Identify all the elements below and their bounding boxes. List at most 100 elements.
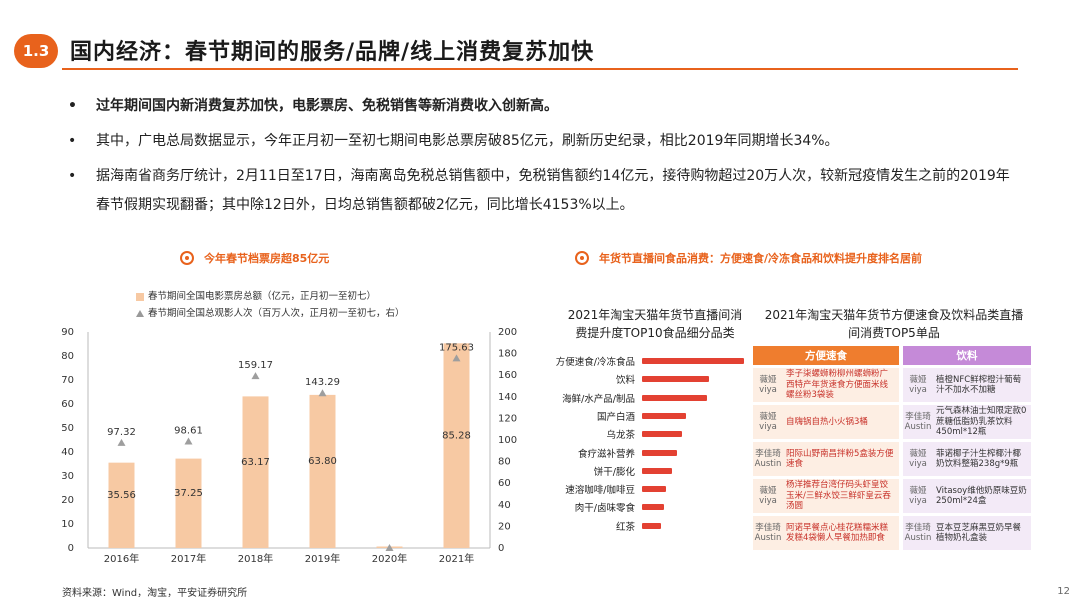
product-name: 菲诺椰子汁生榨椰汁椰奶饮料整箱238g*9瓶	[936, 448, 1022, 470]
y-right-tick-label: 200	[498, 327, 517, 338]
y-right-tick-label: 40	[498, 500, 511, 511]
host-name: 薇娅viya	[909, 485, 927, 507]
top5-table: 方便速食 饮料 薇娅viya 李子柒螺蛳粉柳州螺蛳粉广西特产年货速食方便面米线螺丝…	[753, 346, 1031, 553]
ranking-category-label: 红茶	[615, 521, 635, 533]
y-right-tick-label: 0	[498, 543, 504, 554]
x-tick-label: 2021年	[439, 552, 474, 565]
viewer-marker	[452, 354, 461, 362]
target-icon	[575, 251, 589, 265]
ranking-bar	[642, 486, 667, 493]
bullet-item: • 过年期间国内新消费复苏加快，电影票房、免税销售等新消费收入创新高。	[62, 92, 1022, 121]
product-name: 自嗨锅自热小火锅3桶	[786, 416, 868, 427]
viewer-marker	[251, 372, 260, 380]
product-name: Vitasoy维他奶原味豆奶250ml*24盒	[936, 485, 1027, 507]
x-tick-label: 2016年	[104, 552, 139, 565]
product-name: 李子柒螺蛳粉柳州螺蛳粉广西特产年货速食方便面米线螺丝粉3袋装	[786, 369, 889, 401]
x-tick-label: 2018年	[238, 552, 273, 565]
box-office-chart: 0 10 20 30 40 50 60 70 80 90 0 20 40 60 80 100 120 140 160…	[61, 327, 517, 565]
instant-food-cell: 薇娅viya 杨洋推荐台湾仔码头虾皇饺玉米/三鲜水饺三鲜虾皇云吞汤圆	[753, 479, 899, 513]
legend-item-marker: 春节期间全国总观影人次（百万人次，正月初一至初七，右）	[136, 305, 405, 322]
y-left-tick-label: 70	[61, 375, 74, 386]
table-row: 李佳琦Austin 阿诺早餐点心桂花糕糯米糕发糕4袋懒人早餐加热即食 李佳琦Aust…	[753, 516, 1031, 550]
bar-data-label: 63.17	[241, 457, 270, 468]
y-left-tick-label: 0	[68, 543, 74, 554]
ranking-bar	[642, 431, 682, 438]
ranking-bar	[642, 412, 686, 419]
host-name: 李佳琦Austin	[754, 448, 782, 470]
ranking-category-label: 肉干/卤味零食	[574, 503, 635, 515]
instant-food-cell: 薇娅viya 自嗨锅自热小火锅3桶	[753, 405, 899, 439]
y-right-tick-label: 180	[498, 349, 517, 360]
bullet-list: • 过年期间国内新消费复苏加快，电影票房、免税销售等新消费收入创新高。 • 其中…	[62, 92, 1022, 226]
bar	[309, 394, 336, 548]
title-divider	[62, 68, 1018, 70]
legend-item-bar: 春节期间全国电影票房总额（亿元，正月初一至初七）	[136, 288, 405, 305]
host-name: 薇娅viya	[759, 411, 777, 433]
y-right-tick-label: 80	[498, 457, 511, 468]
drinks-cell: 李佳琦Austin 豆本豆芝麻黑豆奶早餐植物奶礼盒装	[903, 516, 1031, 550]
bar	[108, 462, 135, 548]
y-left-tick-label: 10	[61, 519, 74, 530]
y-right-tick-label: 160	[498, 370, 517, 381]
y-left-tick-label: 30	[61, 471, 74, 482]
food-consumption-graphic: 2021年淘宝天猫年货节直播间消费提升度TOP10食品细分品类 方便速食/冷冻食…	[545, 298, 1035, 578]
top5-subtitle: 2021年淘宝天猫年货节方便速食及饮料品类直播间消费TOP5单品	[764, 308, 1024, 340]
host-name: 李佳琦Austin	[904, 411, 932, 433]
marker-data-label: 98.61	[174, 426, 203, 437]
ranking-category-label: 速溶咖啡/咖啡豆	[565, 485, 635, 497]
host-name: 薇娅viya	[759, 485, 777, 507]
instant-food-cell: 李佳琦Austin 阳际山野南昌拌粉5盒装方便速食	[753, 442, 899, 476]
right-panel-title: 年货节直播间食品消费：方便速食/冷冻食品和饮料提升度排名居前	[575, 250, 922, 266]
drinks-cell: 李佳琦Austin 元气森林油士知限定款0蔗糖低脂奶乳茶饮料450ml*12瓶	[903, 405, 1031, 439]
bar-swatch-icon	[136, 292, 144, 301]
table-body: 薇娅viya 李子柒螺蛳粉柳州螺蛳粉广西特产年货速食方便面米线螺丝粉3袋装 薇娅vi…	[753, 368, 1031, 550]
host-name: 薇娅viya	[759, 374, 777, 396]
host-name: 李佳琦Austin	[904, 522, 932, 544]
y-right-tick-label: 20	[498, 521, 511, 532]
bullet-item: • 其中，广电总局数据显示，今年正月初一至初七期间电影总票房破85亿元，刷新历史…	[62, 127, 1022, 156]
x-tick-label: 2020年	[372, 552, 407, 565]
drinks-cell: 薇娅viya Vitasoy维他奶原味豆奶250ml*24盒	[903, 479, 1031, 513]
viewer-marker	[318, 389, 327, 397]
bar-data-label: 63.80	[308, 456, 337, 467]
ranking-category-label: 乌龙茶	[606, 430, 635, 442]
bullet-dot-icon: •	[68, 98, 77, 114]
ranking-bar	[642, 449, 677, 456]
bullet-dot-icon: •	[68, 133, 77, 149]
ranking-bar	[642, 522, 662, 529]
y-left-tick-label: 50	[61, 423, 74, 434]
drinks-cell: 薇娅viya 植橙NFC鲜榨橙汁葡萄汁不加水不加糖	[903, 368, 1031, 402]
y-right-tick-label: 100	[498, 435, 517, 446]
y-left-tick-label: 20	[61, 495, 74, 506]
source-note: 资料来源：Wind，淘宝，平安证券研究所	[62, 588, 248, 599]
viewer-marker	[117, 438, 126, 446]
ranking-category-label: 食疗滋补营养	[577, 448, 635, 460]
bar-data-label: 37.25	[174, 488, 203, 499]
product-name: 阿诺早餐点心桂花糕糯米糕发糕4袋懒人早餐加热即食	[786, 522, 889, 544]
product-name: 杨洋推荐台湾仔码头虾皇饺玉米/三鲜水饺三鲜虾皇云吞汤圆	[786, 480, 891, 512]
right-panel-title-text: 年货节直播间食品消费：方便速食/冷冻食品和饮料提升度排名居前	[599, 252, 923, 265]
y-right-tick-label: 120	[498, 413, 517, 424]
table-row: 薇娅viya 杨洋推荐台湾仔码头虾皇饺玉米/三鲜水饺三鲜虾皇云吞汤圆 薇娅viya V…	[753, 479, 1031, 513]
ranking-category-label: 饼干/膨化	[593, 466, 635, 478]
left-panel-title: 今年春节档票房超85亿元	[180, 250, 329, 266]
product-name: 元气森林油士知限定款0蔗糖低脂奶乳茶饮料450ml*12瓶	[936, 406, 1027, 438]
ranking-category-label: 海鲜/水产品/制品	[562, 393, 635, 405]
viewer-marker	[184, 437, 193, 445]
host-name: 薇娅viya	[909, 374, 927, 396]
page-number: 12	[1057, 586, 1070, 597]
chart-legend: 春节期间全国电影票房总额（亿元，正月初一至初七） 春节期间全国总观影人次（百万人…	[136, 288, 405, 322]
viewer-marker	[385, 544, 394, 551]
bar	[443, 343, 470, 548]
ranking-category-label: 国产白酒	[596, 411, 635, 423]
x-tick-label: 2017年	[171, 552, 206, 565]
ranking-category-label: 方便速食/冷冻食品	[555, 357, 635, 368]
bar	[175, 458, 202, 548]
y-left-tick-label: 60	[61, 399, 74, 410]
table-header: 方便速食 饮料	[753, 346, 1031, 365]
y-right-tick-label: 60	[498, 478, 511, 489]
y-left-tick-label: 90	[61, 327, 74, 338]
table-row: 薇娅viya 自嗨锅自热小火锅3桶 李佳琦Austin 元气森林油士知限定款0蔗糖低脂…	[753, 405, 1031, 439]
target-icon	[180, 251, 194, 265]
legend-label: 春节期间全国总观影人次（百万人次，正月初一至初七，右）	[148, 308, 405, 319]
